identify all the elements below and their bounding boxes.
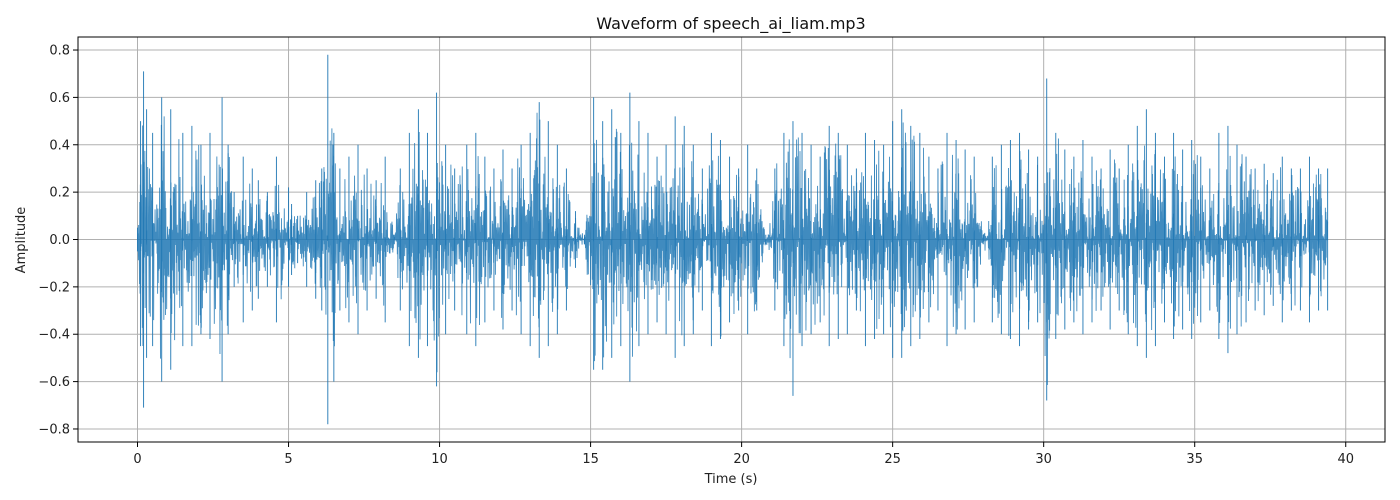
chart-title: Waveform of speech_ai_liam.mp3 bbox=[596, 14, 865, 34]
y-tick-label: 0.4 bbox=[49, 138, 70, 153]
y-tick-label: −0.8 bbox=[38, 422, 70, 437]
y-tick-label: −0.6 bbox=[38, 375, 70, 390]
waveform-peaks bbox=[137, 54, 1329, 425]
plot-layer bbox=[137, 54, 1329, 425]
y-tick-label: 0.8 bbox=[49, 44, 70, 59]
x-tick-label: 40 bbox=[1337, 452, 1354, 467]
y-tick-label: 0.2 bbox=[49, 186, 70, 201]
x-tick-label: 35 bbox=[1186, 452, 1203, 467]
x-tick-label: 5 bbox=[284, 452, 292, 467]
x-tick-label: 25 bbox=[884, 452, 901, 467]
x-axis-label: Time (s) bbox=[704, 472, 758, 487]
y-tick-label: −0.2 bbox=[38, 280, 70, 295]
x-tick-label: 30 bbox=[1035, 452, 1052, 467]
y-tick-label: 0.0 bbox=[49, 233, 70, 248]
x-tick-label: 0 bbox=[133, 452, 141, 467]
x-tick-label: 15 bbox=[582, 452, 599, 467]
x-tick-label: 10 bbox=[431, 452, 448, 467]
y-axis-label: Amplitude bbox=[14, 207, 29, 274]
axes-layer: 0 5 10 15 20 25 30 35 40 −0.8 −0.6 −0.4 −0.2 0.0 0.2 0.… bbox=[38, 36, 1386, 467]
y-tick-label: 0.6 bbox=[49, 91, 70, 106]
waveform-line bbox=[137, 112, 1329, 385]
y-tick-label: −0.4 bbox=[38, 328, 70, 343]
x-tick-label: 20 bbox=[733, 452, 750, 467]
